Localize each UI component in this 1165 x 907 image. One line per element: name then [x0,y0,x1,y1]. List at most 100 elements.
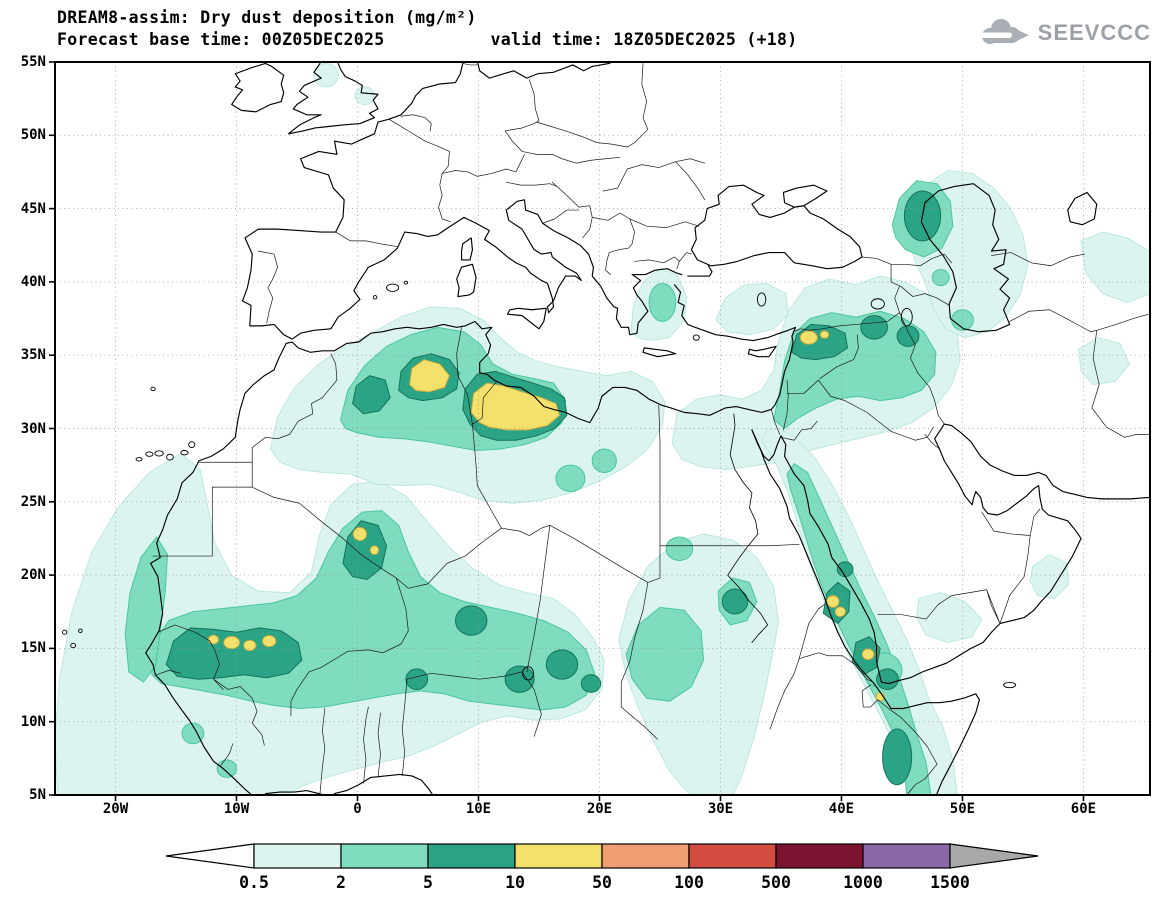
dust-mali-core [166,628,302,679]
coast-ireland [232,63,284,111]
dust-chad-core-3 [581,675,600,693]
dust-syria-yellow-2 [820,331,828,338]
coast-baltic [477,62,614,78]
valid-time: valid time: 18Z05DEC2025 (+18) [490,30,798,49]
colorbar-label: 5 [423,873,433,892]
dust-urmia-core [897,326,919,347]
canary-island [167,454,174,460]
dust-syria-yellow-1 [800,331,817,344]
dust-warabia-core [837,562,853,577]
dust-mali-yellow-3 [263,635,276,646]
dust-anatolia [716,283,789,334]
chart-title: DREAM8-assim: Dry dust deposition (mg/m²… [57,8,477,27]
dust-aegean-mint [649,283,676,321]
canary-island [189,442,195,448]
title-block: DREAM8-assim: Dry dust deposition (mg/m²… [57,8,798,49]
lon-tick-label: 10W [223,801,250,817]
colorbar-cell [775,843,864,869]
madeira-island [151,387,155,391]
coast-azov [783,185,827,207]
lat-tick-label: 35N [20,347,46,364]
colorbar-labels: 0.5 2 5 10 50 100 500 1000 1500 [164,843,1040,901]
dust-nesudan-core [722,589,747,614]
dust-vanarea-core [861,316,888,339]
dust-redsea-yellow-1 [827,596,839,608]
dust-uk-2 [355,87,374,105]
dust-salgeria-yellow-2 [370,546,378,555]
dust-yemen-oman [916,593,981,643]
colorbar-label: 0.5 [239,873,269,892]
seevccc-cloud-icon-shape [1011,27,1029,43]
dust-horn-core [883,729,912,785]
lat-tick-label: 30N [20,420,46,437]
dust-redsea-yellow-2 [835,607,845,617]
lon-tick-label: 40E [828,801,855,817]
dust-azerbaijan-mint [932,269,949,285]
rhodes-island [693,335,699,340]
dust-salgeria-yellow-1 [353,527,366,540]
colorbar-label: 1000 [843,873,883,892]
dust-egypt-south-mint [666,537,693,560]
dust-chad-core-2 [546,650,577,679]
dust-ne-corner [1081,232,1150,302]
coast-marmara [688,266,712,276]
lon-tick-label: 30E [707,801,734,817]
colorbar-label: 2 [336,873,346,892]
lon-tick-label: 20E [586,801,613,817]
dust-yemen-core [877,669,899,690]
canary-island [146,452,153,456]
coast-black-sea [691,185,862,269]
coast-crete [643,348,676,357]
lon-tick-label: 50E [949,801,976,817]
menorca-island [404,281,408,284]
dust-libya-mint-2 [592,449,616,472]
canary-island [136,458,142,462]
colorbar-label: 500 [761,873,791,892]
chart-subtitle: Forecast base time: 00Z05DEC2025 valid ti… [57,30,798,49]
colorbar-cell [514,843,603,869]
lon-tick-label: 10E [465,801,492,817]
ibiza-island [373,296,377,300]
lat-tick-label: 10N [20,713,46,730]
dust-mali-yellow-2 [244,640,256,650]
seevccc-cloud-icon [977,19,1029,44]
dust-niger-core [455,606,486,635]
dust-nnigeria-core [406,669,428,690]
lat-tick-label: 45N [20,200,46,217]
seevccc-logo-text: SEEVCCC [1037,20,1151,45]
lon-tick-label: 0 [353,801,362,817]
capeverde-island [63,630,67,634]
lat-tick-label: 55N [20,54,46,70]
colorbar-cell [340,843,429,869]
coast-sicily [508,308,547,329]
dust-libya-mint-1 [556,465,585,491]
coast-corsica [462,238,473,260]
dust-redsea-yellow-3 [862,649,874,660]
lon-tick-label: 60E [1070,801,1097,817]
colorbar-scale [165,843,1039,869]
lat-tick-label: 20N [20,567,46,584]
colorbar-cell [688,843,777,869]
colorbar-label: 100 [674,873,704,892]
socotra-island [1004,682,1016,687]
seevccc-cloud-icon-shape [977,32,1012,38]
colorbar-label: 1500 [930,873,970,892]
lat-tick-label: 5N [29,787,46,803]
lat-tick-label: 50N [20,127,46,144]
colorbar-label: 10 [505,873,525,892]
seevccc-logo: SEEVCCC [976,16,1151,50]
dust-mali-yellow-4 [208,635,218,644]
map-canvas [55,62,1150,795]
lat-tick-label: 40N [20,273,46,290]
coast-sardinia [457,264,476,296]
mallorca-island [387,284,399,291]
dust-mali-yellow-1 [224,636,240,648]
colorbar-label: 50 [592,873,612,892]
dust-east-iran [1079,338,1130,385]
dust-guinea-mint-2 [217,760,236,778]
header: DREAM8-assim: Dry dust deposition (mg/m²… [0,0,1165,60]
colorbar-above-max-arrow [949,843,1039,869]
forecast-base-time: Forecast base time: 00Z05DEC2025 [57,30,385,49]
lat-tick-label: 25N [20,493,46,510]
